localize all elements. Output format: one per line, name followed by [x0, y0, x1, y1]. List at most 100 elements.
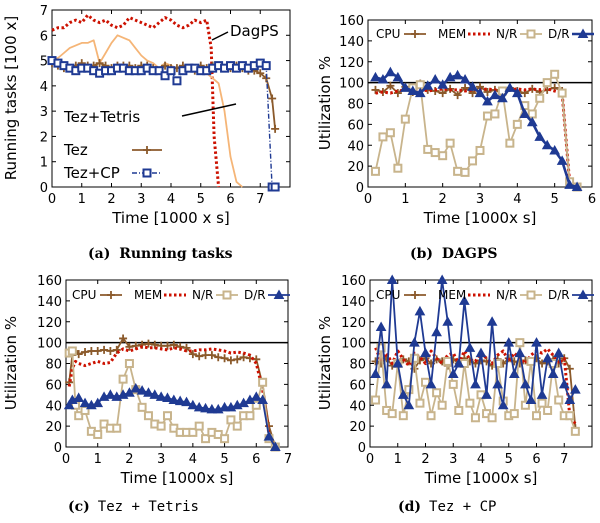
- point-c-2-11: [124, 359, 134, 368]
- point-d-3-1: [375, 321, 387, 331]
- point-c-3-7: [105, 389, 116, 399]
- point-d-2-30: [537, 398, 547, 408]
- point-c-0-21: [188, 350, 197, 359]
- legend-a-tez-marker: [143, 146, 151, 154]
- point-d-3-32: [547, 368, 559, 378]
- ytick-label-d-2: 40: [349, 399, 366, 414]
- legend-d-cpu-marker: [411, 291, 419, 299]
- point-c-3-12: [136, 385, 148, 395]
- point-d-2-21: [487, 413, 497, 423]
- legend-a-tez: Tez: [63, 141, 88, 159]
- point-c-3-16: [162, 392, 173, 402]
- point-d-3-12: [436, 274, 448, 284]
- point-d-2-10: [426, 411, 436, 421]
- point-d-3-31: [542, 352, 553, 363]
- ytick-label-a-1: 1: [40, 156, 48, 171]
- legend-b-cpu-marker: [411, 30, 419, 38]
- legend-c-cpu-marker: [107, 291, 115, 299]
- ytick-label-d-1: 20: [349, 420, 366, 435]
- ytick-label-a-5: 5: [40, 55, 48, 70]
- plot-area-d: 0 1 2 3 4 5 6 7 0 20 40 60 80 100 120 140 160: [341, 274, 593, 467]
- caption-a-text: Running tasks: [119, 246, 232, 262]
- xtick-label-d-1: 1: [394, 452, 402, 467]
- point-c-3-15: [155, 391, 167, 401]
- xtick-label-a-0: 0: [48, 192, 56, 207]
- point-b-3-2: [385, 66, 396, 77]
- point-d-2-36: [570, 426, 580, 436]
- ytick-label-c-5: 100: [37, 337, 62, 352]
- point-b-3-14: [474, 87, 486, 98]
- point-c-3-23: [206, 403, 218, 414]
- point-b-3-13: [467, 81, 478, 91]
- point-c-0-9: [112, 345, 121, 354]
- legend-d-dr-marker: [577, 289, 589, 299]
- plot-area-a: 0 1 2 3 4 5 6 7 0 1 2 3 4 5 6 7: [40, 4, 291, 207]
- ytick-label-d-6: 120: [341, 316, 366, 331]
- point-b-3-6: [414, 87, 426, 98]
- point-d-3-19: [475, 347, 487, 358]
- xtick-label-c-1: 1: [94, 452, 102, 467]
- point-b-0-3: [393, 89, 402, 98]
- point-a-3-19: [160, 71, 170, 81]
- caption-c-label: (c): [68, 499, 90, 515]
- legend-c-dr-marker: [273, 289, 285, 299]
- point-d-3-15: [453, 357, 465, 368]
- point-d-2-0: [371, 395, 381, 405]
- point-b-3-18: [504, 82, 516, 92]
- point-d-3-36: [569, 384, 581, 394]
- point-c-3-19: [181, 396, 192, 407]
- point-b-3-1: [377, 73, 389, 84]
- point-d-2-28: [526, 356, 536, 366]
- point-d-3-34: [558, 378, 570, 389]
- series-c-mem: [67, 345, 277, 448]
- point-b-3-15: [482, 95, 493, 106]
- ytick-label-b-6: 120: [339, 56, 364, 71]
- ytick-label-c-7: 140: [37, 295, 62, 310]
- xtick-label-d-7: 7: [560, 452, 568, 467]
- point-c-3-14: [149, 389, 161, 399]
- axes-frame-b: [367, 19, 593, 188]
- point-b-3-23: [541, 139, 553, 150]
- point-a-2-38: [271, 124, 280, 133]
- ytick-label-a-4: 4: [40, 80, 48, 95]
- xtick-label-a-5: 5: [197, 192, 205, 207]
- point-d-2-25: [509, 409, 519, 419]
- xtick-label-d-3: 3: [449, 452, 457, 467]
- point-d-3-8: [414, 305, 426, 316]
- point-c-3-11: [130, 383, 142, 393]
- point-d-3-6: [403, 399, 415, 410]
- point-b-3-26: [564, 179, 575, 189]
- ytick-label-b-8: 160: [339, 14, 364, 29]
- xtick-label-d-6: 6: [532, 452, 540, 467]
- ytick-label-a-2: 2: [40, 130, 48, 145]
- legend-d-nr: N/R: [496, 288, 517, 302]
- point-b-2-2: [385, 128, 395, 138]
- point-b-3-16: [489, 89, 501, 100]
- point-d-3-9: [420, 347, 431, 358]
- xtick-label-a-6: 6: [226, 192, 234, 207]
- point-d-3-27: [520, 378, 531, 389]
- point-b-3-10: [444, 71, 456, 82]
- ytick-label-d-7: 140: [341, 295, 366, 310]
- ylabel-a: Running tasks [100 x]: [2, 16, 20, 180]
- xtick-label-c-4: 4: [189, 452, 197, 467]
- point-c-3-21: [193, 401, 205, 412]
- point-c-0-6: [93, 346, 102, 355]
- ytick-label-a-3: 3: [40, 105, 48, 120]
- point-d-3-23: [497, 399, 509, 410]
- point-b-2-8: [430, 148, 440, 158]
- ytick-label-b-5: 100: [339, 77, 364, 92]
- point-d-3-18: [470, 378, 481, 389]
- point-b-2-15: [482, 111, 492, 121]
- point-d-2-17: [465, 398, 475, 408]
- point-b-2-19: [512, 119, 522, 129]
- panel-running-tasks: 0 1 2 3 4 5 6 7 0 1 2 3 4 5 6 7 Running tasks [100 x] T…: [2, 4, 291, 262]
- caption-d: (d) Tez + CP: [398, 498, 496, 515]
- point-d-2-31: [543, 405, 553, 415]
- point-d-2-13: [443, 356, 453, 366]
- plot-area-c: 0 1 2 3 4 5 6 7 0 20 40 60 80 100 120 140 160: [37, 274, 292, 467]
- point-a-2-35: [256, 69, 265, 78]
- panel-tez-cp-utilization: 0 1 2 3 4 5 6 7 0 20 40 60 80 100 120 140 160 Utilizatio…: [316, 274, 594, 515]
- point-b-3-5: [407, 85, 419, 95]
